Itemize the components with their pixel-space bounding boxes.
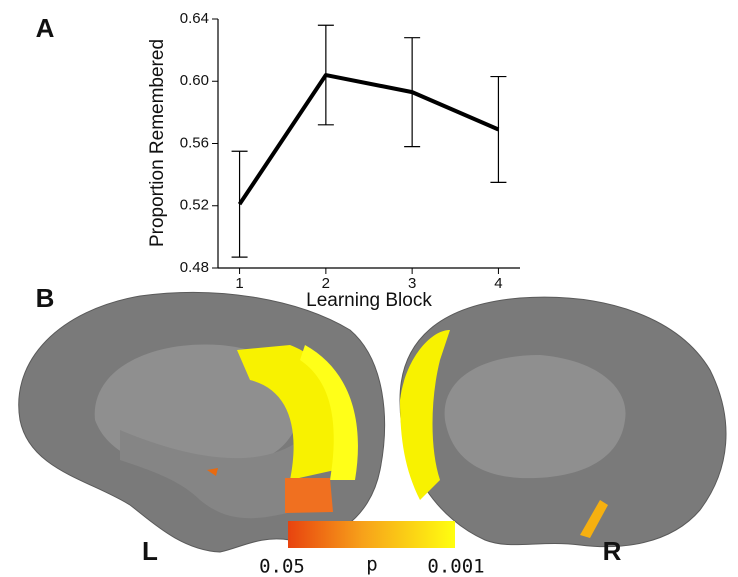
- x-axis-label: Learning Block: [306, 290, 432, 311]
- x-tick-label: 2: [322, 275, 330, 292]
- y-tick-label: 0.64: [180, 10, 209, 27]
- colorbar-label: 0.001: [427, 556, 484, 577]
- y-axis-label: Proportion Remembered: [147, 39, 168, 247]
- y-tick-label: 0.60: [180, 72, 209, 89]
- hemisphere-label: R: [603, 536, 622, 566]
- y-tick-label: 0.48: [180, 259, 209, 276]
- x-tick-label: 1: [235, 275, 243, 292]
- y-tick-label: 0.56: [180, 134, 209, 151]
- figure: A B 0.05 p 0.001 L R Learning Block Prop…: [0, 0, 738, 577]
- panel-label: A: [36, 13, 55, 43]
- left-brain: [19, 292, 385, 552]
- panel-label: B: [36, 283, 55, 313]
- right-brain: [400, 297, 726, 546]
- colorbar-label: 0.05: [259, 556, 305, 577]
- y-tick-label: 0.52: [180, 197, 209, 214]
- error-bar: [490, 77, 506, 183]
- x-tick-label: 4: [494, 275, 502, 292]
- hemisphere-label: L: [142, 536, 158, 566]
- error-bar: [232, 151, 248, 257]
- data-line: [240, 75, 499, 204]
- x-tick-label: 3: [408, 275, 416, 292]
- colorbar-label: p: [366, 554, 377, 576]
- colorbar: [288, 521, 455, 548]
